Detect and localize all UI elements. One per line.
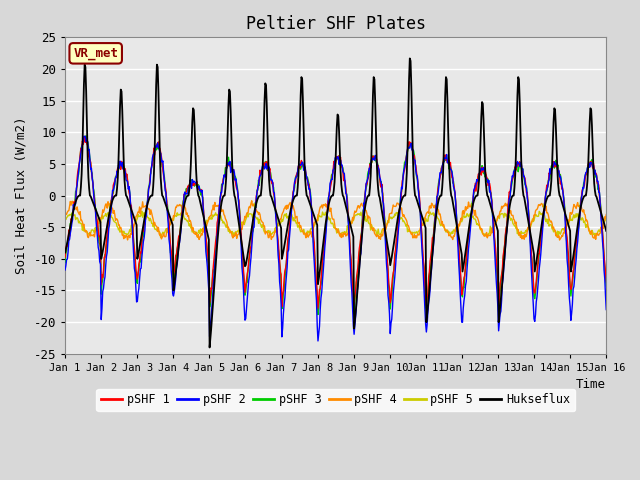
X-axis label: Time: Time <box>576 378 606 391</box>
Text: VR_met: VR_met <box>73 47 118 60</box>
Y-axis label: Soil Heat Flux (W/m2): Soil Heat Flux (W/m2) <box>15 117 28 274</box>
Title: Peltier SHF Plates: Peltier SHF Plates <box>246 15 426 33</box>
Legend: pSHF 1, pSHF 2, pSHF 3, pSHF 4, pSHF 5, Hukseflux: pSHF 1, pSHF 2, pSHF 3, pSHF 4, pSHF 5, … <box>97 389 575 411</box>
